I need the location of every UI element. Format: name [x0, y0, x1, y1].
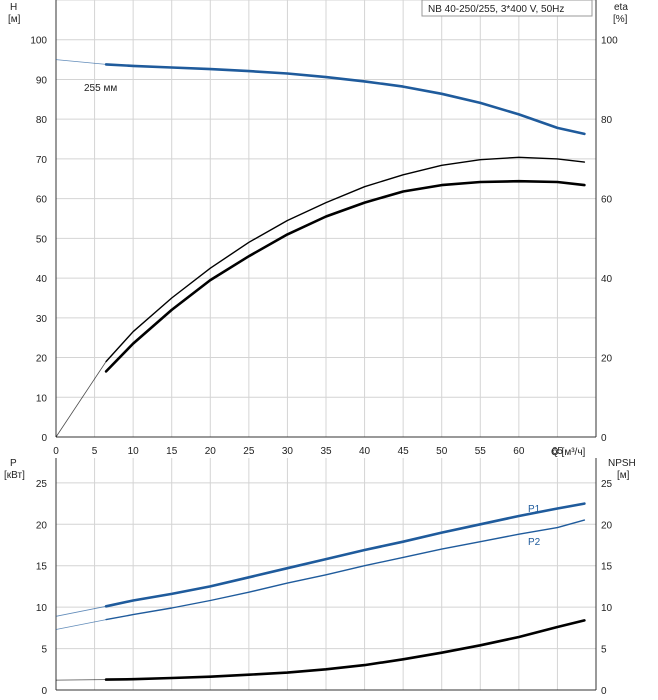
power-axis-name: P [10, 458, 17, 469]
y-right-tick-label: 20 [601, 354, 613, 365]
power-axis-unit: [кВт] [4, 470, 25, 481]
x-tick-label: 15 [166, 446, 178, 457]
x-tick-label: 40 [359, 446, 371, 457]
x-tick-label: 10 [128, 446, 140, 457]
npsh-axis-name: NPSH [608, 458, 636, 469]
y-left-tick-label: 20 [36, 354, 48, 365]
grid-layer [55, 0, 597, 691]
y-right-tick-label: 20 [601, 520, 613, 531]
y-right-tick-label: 80 [601, 115, 613, 126]
x-tick-label: 25 [243, 446, 255, 457]
x-axis-label: Q [м³/ч] [551, 447, 586, 458]
text-layer: H [м] eta [%] NB 40-250/255, 3*400 V, 50… [4, 0, 636, 697]
x-tick-label: 5 [92, 446, 98, 457]
y-right-tick-label: 40 [601, 274, 613, 285]
p1-extrapolation-line [55, 605, 107, 617]
y-left-tick-label: 20 [36, 520, 48, 531]
y-left-tick-label: 10 [36, 603, 48, 614]
x-tick-label: 20 [205, 446, 217, 457]
y-right-tick-label: 100 [601, 36, 618, 47]
axes-layer [55, 0, 597, 691]
npsh-axis-unit: [м] [617, 470, 630, 481]
p1-series-label: P1 [528, 504, 541, 515]
p2-curve [105, 519, 586, 621]
eta-axis-name: eta [614, 2, 628, 13]
head-axis-unit: [м] [8, 14, 21, 25]
y-right-tick-label: 0 [601, 433, 607, 444]
y-left-tick-label: 0 [41, 433, 47, 444]
head-axis-name: H [10, 2, 17, 13]
impeller-annotation: 255 мм [84, 83, 117, 94]
y-left-tick-label: 10 [36, 393, 48, 404]
chart-title: NB 40-250/255, 3*400 V, 50Hz [428, 4, 564, 15]
y-right-tick-label: 5 [601, 645, 607, 656]
y-left-tick-label: 90 [36, 75, 48, 86]
y-left-tick-label: 5 [41, 645, 47, 656]
x-tick-label: 35 [320, 446, 332, 457]
x-tick-label: 50 [436, 446, 448, 457]
eta_thin-curve [105, 156, 586, 363]
y-left-tick-label: 60 [36, 195, 48, 206]
p2-extrapolation-line [55, 619, 107, 630]
y-left-tick-label: 50 [36, 234, 48, 245]
y-left-tick-label: 25 [36, 479, 48, 490]
p1-curve [104, 502, 586, 608]
y-right-tick-label: 25 [601, 479, 613, 490]
y-right-tick-label: 10 [601, 603, 613, 614]
y-left-tick-label: 100 [30, 36, 47, 47]
p2-series-label: P2 [528, 537, 541, 548]
x-tick-label: 45 [398, 446, 410, 457]
x-tick-label: 65 [552, 446, 564, 457]
eta_thin-extrapolation-line [55, 361, 107, 438]
x-tick-label: 0 [53, 446, 59, 457]
eta-axis-unit: [%] [613, 14, 628, 25]
x-tick-label: 60 [513, 446, 525, 457]
x-tick-label: 55 [475, 446, 487, 457]
head-extrapolation-line [55, 59, 107, 65]
y-left-tick-label: 15 [36, 562, 48, 573]
y-left-tick-label: 0 [41, 686, 47, 697]
npsh-curve [104, 619, 586, 681]
y-left-tick-label: 40 [36, 274, 48, 285]
y-right-tick-label: 60 [601, 195, 613, 206]
x-tick-label: 30 [282, 446, 294, 457]
y-right-tick-label: 15 [601, 562, 613, 573]
y-right-tick-label: 0 [601, 686, 607, 697]
eta_thick-curve [104, 179, 586, 373]
y-left-tick-label: 80 [36, 115, 48, 126]
y-left-tick-label: 30 [36, 314, 48, 325]
series-layer [55, 59, 586, 681]
npsh-extrapolation-line [55, 679, 107, 681]
y-left-tick-label: 70 [36, 155, 48, 166]
head-curve [104, 63, 586, 136]
title-box [421, 0, 593, 17]
